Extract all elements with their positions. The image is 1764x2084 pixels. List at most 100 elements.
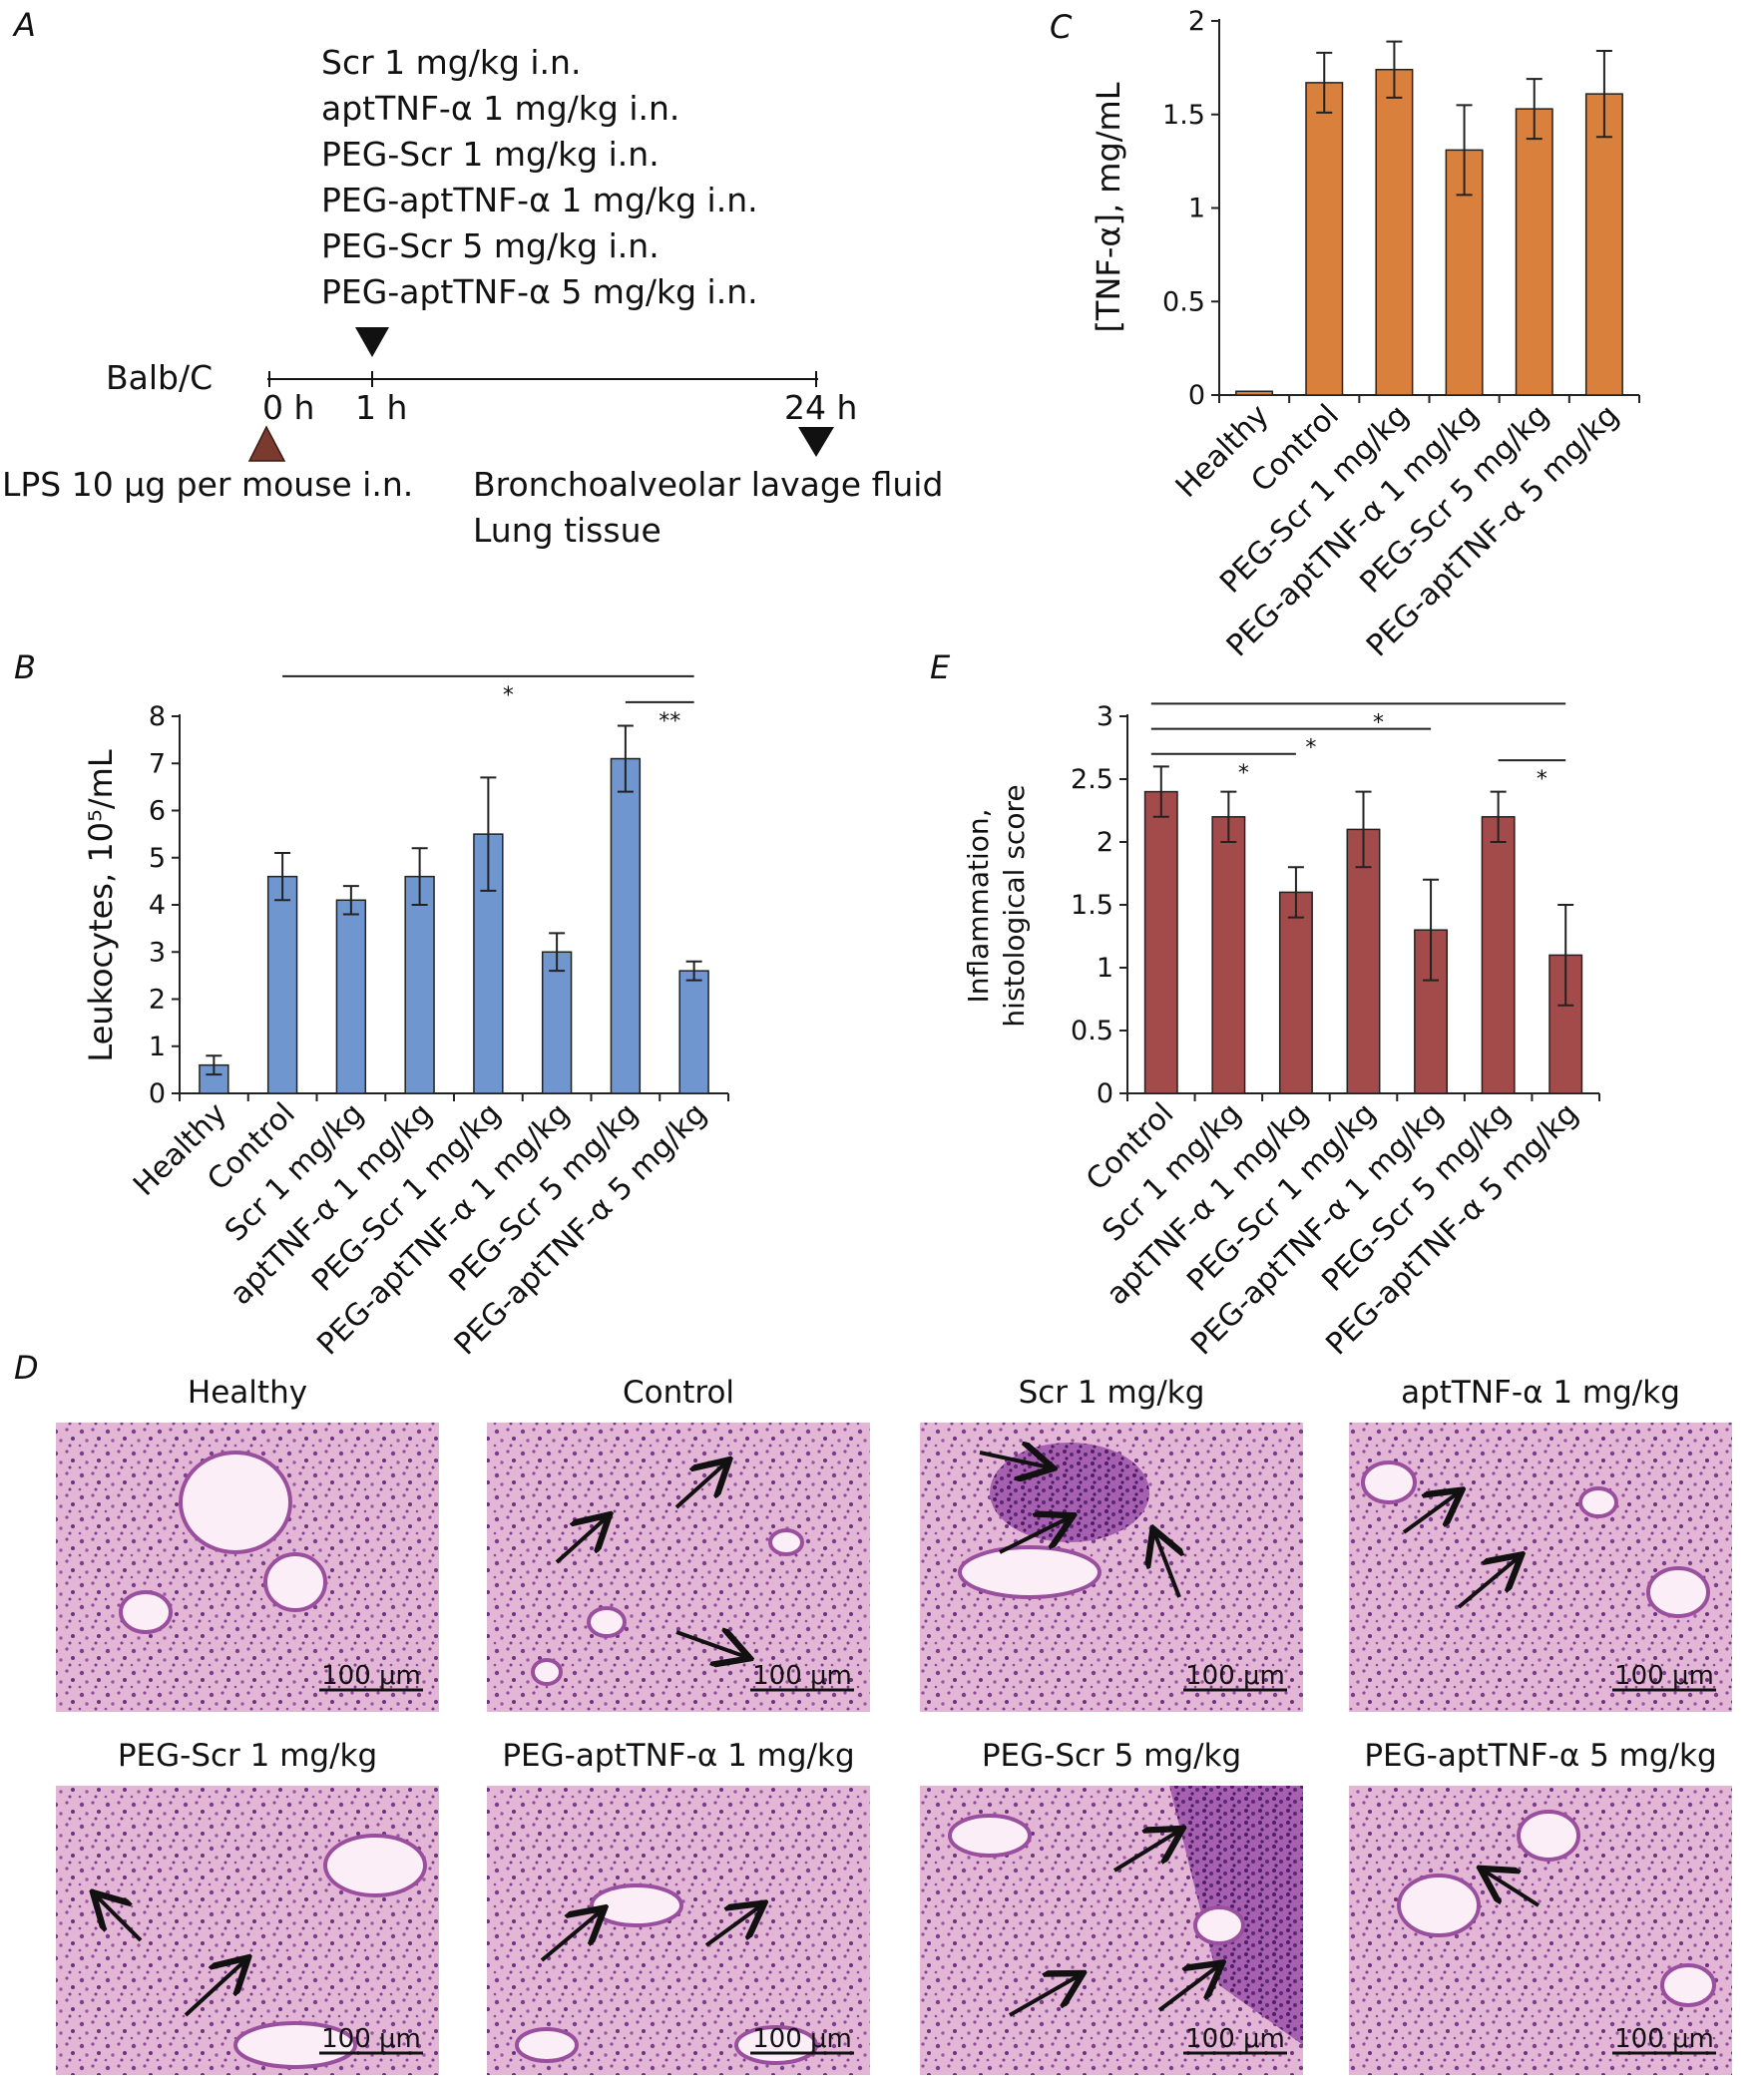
micrograph-7: PEG-Scr 5 mg/kg 100 μm <box>920 1738 1303 2075</box>
scale-bar-label: 100 μm <box>1185 1661 1285 1691</box>
chart-b-bar <box>610 757 642 1094</box>
chart-c-bar <box>1515 108 1553 396</box>
chart-b-significance-mark: ** <box>659 709 680 734</box>
chart-b-y-tick-label: 1 <box>149 1032 166 1062</box>
micrograph-lumen <box>531 1658 563 1686</box>
micrograph-image <box>487 1786 870 2075</box>
chart-b-bar <box>678 970 709 1094</box>
treatment-label-2: aptTNF-α 1 mg/kg i.n. <box>321 89 679 128</box>
micrograph-lumen <box>948 1814 1032 1858</box>
chart-e-y-tick-label: 2.5 <box>1071 764 1113 795</box>
chart-b-y-tick-label: 0 <box>149 1078 166 1109</box>
chart-e-significance-mark: * <box>1537 767 1547 792</box>
chart-e-bar <box>1143 790 1178 1094</box>
chart-e-y-tick-label: 1.5 <box>1071 890 1113 921</box>
micrograph-title: PEG-Scr 5 mg/kg <box>982 1738 1241 1774</box>
panel-a-letter: A <box>12 6 36 44</box>
treatment-label-1: Scr 1 mg/kg i.n. <box>321 43 581 82</box>
scale-bar-label: 100 μm <box>752 1661 852 1691</box>
micrograph-lumen <box>323 1834 427 1897</box>
chart-e-bar <box>1346 828 1381 1094</box>
micrograph-arrow <box>704 1905 761 1947</box>
micrograph-arrow <box>979 1453 1050 1467</box>
micrograph-title: Scr 1 mg/kg <box>1019 1375 1205 1411</box>
chart-e-bar <box>1278 891 1313 1094</box>
micrograph-grid: Healthy 100 μm Control 100 μm Scr 1 mg/kg 100… <box>56 1375 1732 2075</box>
micrograph-infiltrate <box>990 1443 1149 1542</box>
micrograph-arrow <box>1009 1975 1080 2017</box>
panel-e-letter: E <box>930 648 951 686</box>
scale-bar-label: 100 μm <box>321 1661 421 1691</box>
chart-e-y-axis-label-line2: histological score <box>998 784 1031 1027</box>
strain-label: Balb/C <box>106 358 213 397</box>
endpoint-label-lung: Lung tissue <box>473 511 662 550</box>
chart-c-y-tick-label: 0 <box>1188 380 1205 411</box>
chart-e-y-tick-label: 0.5 <box>1071 1016 1113 1046</box>
chart-b-y-tick-label: 3 <box>149 937 166 968</box>
chart-e-significance-mark: * <box>1373 710 1384 735</box>
chart-c-y-tick-label: 2 <box>1188 6 1205 37</box>
micrograph-lumen <box>1578 1486 1618 1518</box>
treatment-label-5: PEG-Scr 5 mg/kg i.n. <box>321 226 660 265</box>
micrograph-3: Scr 1 mg/kg 100 μm <box>920 1375 1303 1712</box>
micrograph-arrow <box>1154 1532 1179 1598</box>
micrograph-lumen <box>1397 1874 1481 1937</box>
micrograph-lumen <box>1361 1460 1417 1504</box>
panel-c-letter: C <box>1050 8 1073 46</box>
micrograph-title: aptTNF-α 1 mg/kg <box>1401 1375 1680 1411</box>
chart-e-bar <box>1481 816 1516 1094</box>
chart-c-bar <box>1445 149 1484 396</box>
chart-c-y-tick-label: 1 <box>1188 194 1205 224</box>
micrograph-arrow <box>540 1910 602 1962</box>
micrograph-5: PEG-Scr 1 mg/kg 100 μm <box>56 1738 439 2075</box>
micrograph-lumen <box>587 1606 627 1638</box>
chart-e-bar <box>1211 816 1246 1094</box>
panel-d-letter: D <box>14 1349 39 1387</box>
micrograph-lumen <box>515 2027 579 2063</box>
scale-bar-label: 100 μm <box>1614 1661 1714 1691</box>
panel-b-letter: B <box>14 648 36 686</box>
micrograph-arrow <box>1457 1557 1519 1609</box>
scale-bar-label: 100 μm <box>321 2024 421 2054</box>
micrograph-lumen <box>590 1883 683 1927</box>
scale-bar-label: 100 μm <box>1185 2024 1285 2054</box>
chart-b-y-tick-label: 7 <box>149 748 166 779</box>
chart-b-y-tick-label: 2 <box>149 985 166 1016</box>
chart-e-y-tick-label: 0 <box>1097 1078 1113 1109</box>
micrograph-arrow <box>96 1895 143 1942</box>
chart-b-bar <box>266 875 298 1094</box>
micrograph-lumen <box>1646 1566 1710 1618</box>
micrograph-title: PEG-aptTNF-α 5 mg/kg <box>1364 1738 1716 1774</box>
chart-b-y-tick-label: 4 <box>149 890 166 921</box>
micrograph-arrow <box>1484 1871 1541 1907</box>
chart-b-bar <box>335 899 367 1094</box>
chart-c-bar <box>1235 390 1274 396</box>
chart-b-y-tick-label: 5 <box>149 843 166 874</box>
micrograph-title: PEG-Scr 1 mg/kg <box>118 1738 377 1774</box>
scale-bar-label: 100 μm <box>752 2024 852 2054</box>
chart-b-bar <box>541 951 573 1094</box>
micrograph-title: Control <box>623 1375 734 1411</box>
chart-e-y-axis-label-line1: Inflammation, <box>962 808 995 1003</box>
timeline-label-0h: 0 h <box>262 388 314 427</box>
micrograph-6: PEG-aptTNF-α 1 mg/kg 100 μm <box>487 1738 870 2075</box>
micrograph-lumen <box>768 1528 804 1556</box>
chart-e-y-tick-label: 2 <box>1097 827 1113 858</box>
panel-d: D Healthy 100 μm Control 100 μm Scr 1 mg/kg 1… <box>14 1349 1732 2075</box>
micrograph-title: PEG-aptTNF-α 1 mg/kg <box>502 1738 854 1774</box>
lps-label: LPS 10 μg per mouse i.n. <box>2 465 413 504</box>
chart-e-significance-mark: * <box>1238 761 1249 786</box>
endpoint-label-balf: Bronchoalveolar lavage fluid <box>473 465 943 504</box>
chart-b-y-axis-label: Leukocytes, 10⁵/mL <box>82 749 120 1061</box>
timeline-label-1h: 1 h <box>355 388 407 427</box>
chart-e-y-tick-label: 3 <box>1097 701 1113 732</box>
chart-c-y-axis-label: [TNF-α], mg/mL <box>1090 82 1127 332</box>
micrograph-arrow <box>999 1517 1070 1554</box>
